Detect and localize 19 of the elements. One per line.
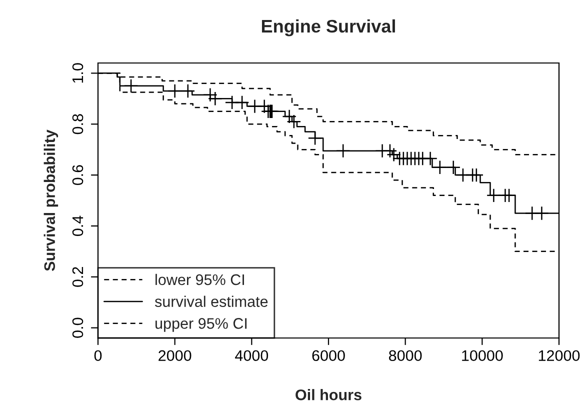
y-tick-label: 0.2 [72, 267, 84, 287]
legend-label: lower 95% CI [156, 274, 244, 286]
x-tick-label: 2000 [158, 350, 192, 362]
x-tick-label: 10000 [462, 350, 503, 362]
legend-label: survival estimate [154, 296, 268, 307]
x-tick-label: 6000 [312, 350, 345, 362]
y-tick-label: 0.8 [72, 114, 84, 134]
x-tick-label: 12000 [538, 350, 580, 362]
x-tick-label: 0 [94, 350, 102, 362]
y-tick-label: 0.4 [72, 216, 84, 236]
y-axis-title: Survival probability [44, 130, 58, 271]
y-tick-label: 0.6 [72, 165, 84, 186]
x-tick-label: 4000 [235, 350, 268, 362]
chart-title: Engine Survival [262, 19, 395, 36]
y-tick-label: 1.0 [72, 63, 84, 83]
legend-label: upper 95% CI [156, 318, 247, 332]
y-tick-label: 0.0 [72, 318, 84, 338]
x-axis-title: Oil hours [296, 389, 362, 400]
x-tick-label: 8000 [389, 350, 422, 362]
